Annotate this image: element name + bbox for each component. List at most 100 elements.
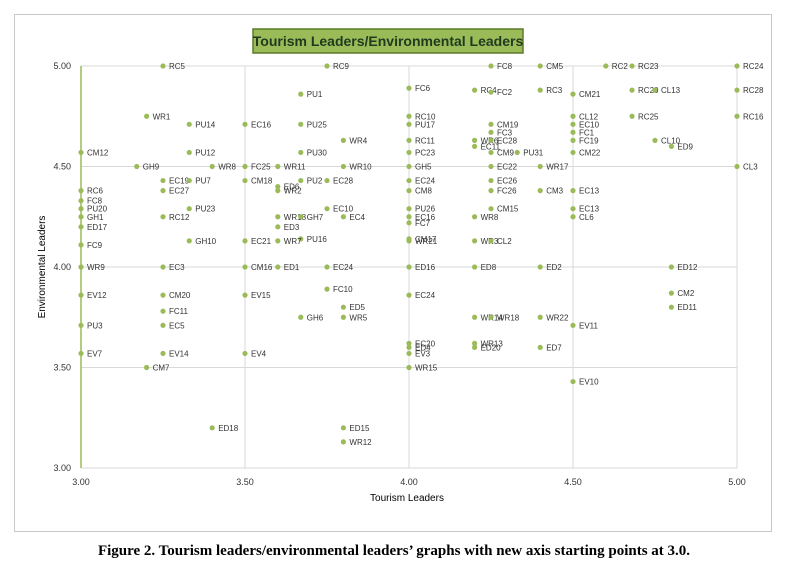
data-point-label: EC19 — [169, 177, 190, 186]
data-point-label: FC19 — [579, 136, 599, 145]
data-point-label: CL3 — [743, 163, 758, 172]
data-point — [406, 340, 412, 346]
data-point-label: EC24 — [333, 263, 354, 272]
data-point-label: ED2 — [546, 263, 562, 272]
data-point-label: ED8 — [481, 263, 497, 272]
data-point — [734, 163, 740, 170]
data-point-label: FC1 — [579, 128, 595, 137]
data-point — [275, 163, 281, 170]
data-point-label: EC26 — [497, 177, 518, 186]
data-point — [537, 344, 543, 350]
data-point — [488, 163, 494, 170]
data-point-label: PU30 — [307, 148, 328, 157]
data-point — [472, 314, 478, 320]
data-point — [209, 425, 215, 431]
data-point-label: CM9 — [497, 148, 514, 157]
data-point — [78, 322, 84, 328]
data-point-label: EC16 — [415, 213, 436, 222]
data-point-label: FC6 — [415, 84, 431, 93]
data-point-label: RC23 — [638, 62, 659, 71]
data-point-label: WR10 — [349, 163, 372, 172]
data-point — [734, 63, 740, 69]
x-tick-label: 4.50 — [564, 477, 582, 487]
data-point-label: EV3 — [415, 349, 431, 358]
data-point — [242, 264, 248, 270]
data-point — [134, 163, 140, 170]
data-point — [570, 121, 576, 127]
data-point — [406, 163, 412, 170]
data-point-label: CM5 — [546, 62, 563, 71]
data-point — [668, 290, 675, 296]
data-point-label: ED15 — [349, 424, 370, 433]
data-point-label: WR1 — [153, 112, 171, 121]
data-point-label: WR5 — [349, 313, 367, 322]
data-point-label: CM15 — [497, 205, 519, 214]
data-point-label: EC20 — [415, 339, 436, 348]
data-point-label: EC22 — [497, 163, 518, 172]
data-point-label: FC11 — [169, 307, 189, 316]
data-point — [570, 378, 576, 385]
data-point — [275, 188, 281, 194]
data-point — [472, 87, 478, 93]
data-point — [488, 188, 494, 194]
data-point-label: RC28 — [743, 86, 764, 95]
data-point-label: FC2 — [497, 88, 513, 97]
data-point — [570, 137, 576, 143]
data-point — [298, 121, 304, 127]
y-tick-label: 4.00 — [53, 262, 71, 272]
data-point — [160, 308, 166, 314]
data-point-label: WR11 — [284, 163, 306, 172]
data-point-label: CM21 — [579, 90, 601, 99]
data-point — [406, 238, 412, 244]
data-point — [324, 286, 330, 292]
data-point-label: ED4 — [415, 343, 431, 352]
data-point — [406, 149, 412, 156]
data-point — [570, 149, 576, 156]
data-point-label: CM17 — [415, 235, 437, 244]
data-point — [78, 214, 84, 220]
data-point — [570, 322, 576, 328]
data-point-label: EC16 — [251, 120, 272, 129]
data-point-label: WR13 — [481, 339, 504, 348]
data-point-label: ED17 — [87, 223, 108, 232]
data-point — [78, 242, 84, 248]
data-point — [537, 87, 543, 93]
data-point-label: WR7 — [284, 237, 302, 246]
data-point — [275, 214, 281, 220]
data-point — [275, 264, 281, 270]
data-point — [570, 129, 576, 135]
data-point-label: WR18 — [284, 213, 307, 222]
data-point — [472, 264, 478, 270]
scatter-chart: 3.00 3.50 4.00 4.50 5.00 3.00 3.50 4.00 4.50 5.0… — [37, 28, 764, 504]
data-point — [186, 177, 192, 184]
chart-title-box: Tourism Leaders/Environmental Leaders — [252, 28, 524, 54]
chart-frame: 3.00 3.50 4.00 4.50 5.00 3.00 3.50 4.00 4.50 5.0… — [14, 14, 772, 532]
data-point-label: EC13 — [579, 205, 600, 214]
data-point — [340, 163, 346, 170]
data-point-label: CL10 — [661, 136, 681, 145]
data-point-label: CL13 — [661, 86, 681, 95]
data-point — [160, 177, 166, 184]
data-point — [242, 163, 248, 170]
data-point — [406, 113, 412, 119]
data-point-label: WR8 — [481, 213, 499, 222]
data-point-label: EV11 — [579, 321, 599, 330]
y-tick-label: 3.00 — [53, 463, 71, 473]
data-point-label: EV15 — [251, 291, 271, 300]
data-point — [488, 137, 494, 143]
data-point — [406, 177, 412, 184]
data-point-label: FC8 — [87, 197, 103, 206]
x-axis: 3.00 3.50 4.00 4.50 5.00 — [72, 477, 746, 487]
data-point-label: RC10 — [415, 112, 436, 121]
data-point-label: FC7 — [415, 219, 431, 228]
data-point-label: CM2 — [677, 289, 694, 298]
data-point-label: EV12 — [87, 291, 107, 300]
data-point-label: WR21 — [415, 237, 438, 246]
data-point-label: GH1 — [87, 213, 104, 222]
data-point-label: EC21 — [251, 237, 272, 246]
data-point-label: PU1 — [307, 90, 323, 99]
data-point-label: EC24 — [415, 291, 436, 300]
data-point — [406, 292, 412, 298]
data-point-label: EV10 — [579, 378, 599, 387]
data-point — [78, 188, 84, 194]
